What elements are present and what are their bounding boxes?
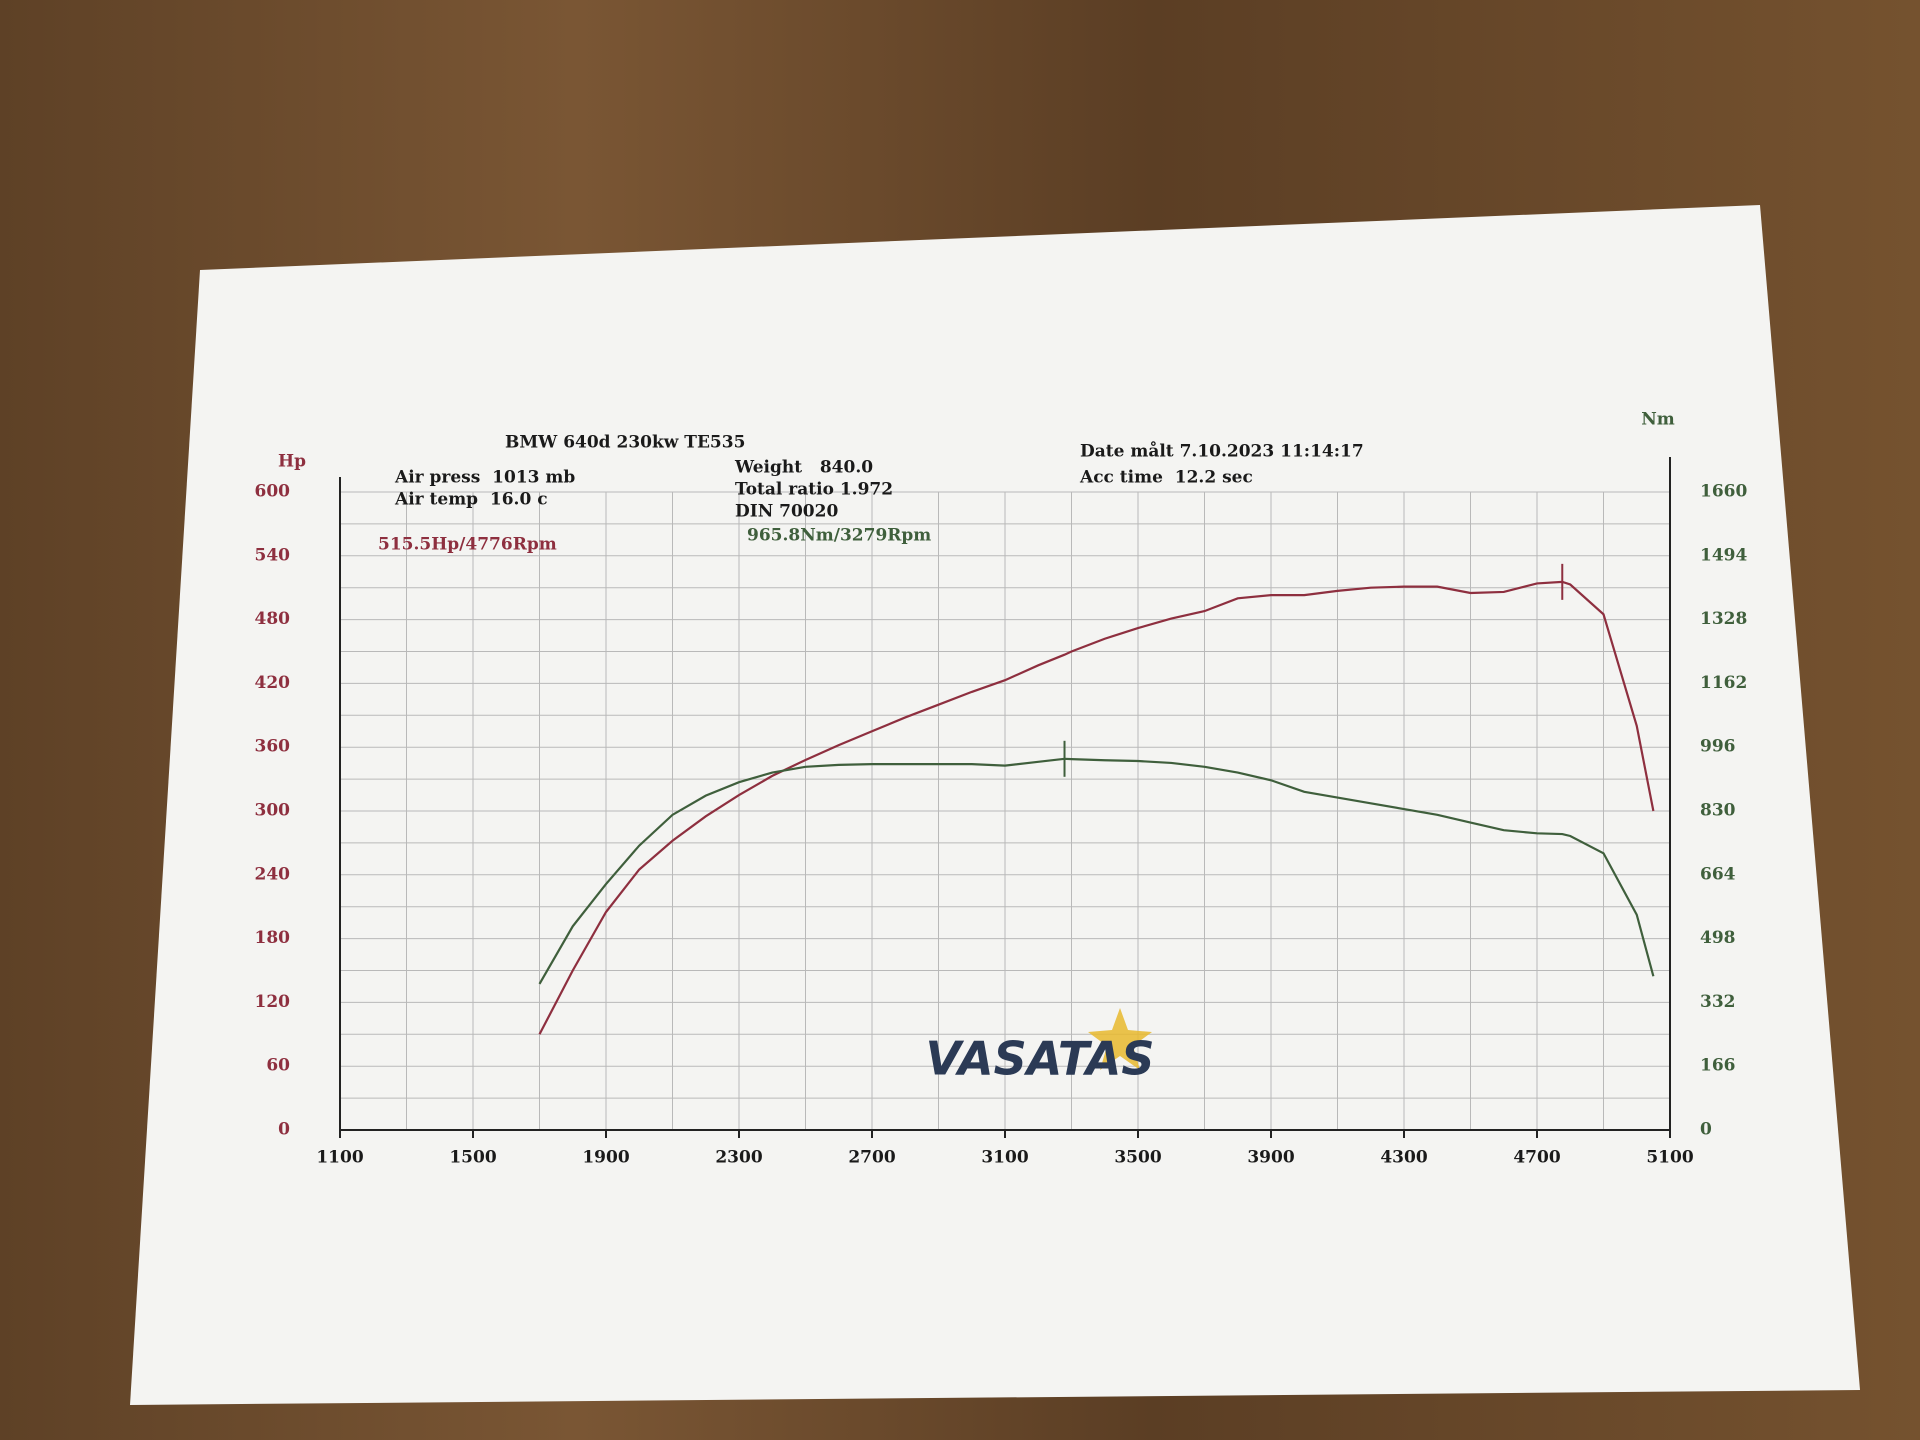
y2-tick-label: 1328 [1700,609,1747,629]
y2-tick-label: 166 [1700,1056,1736,1076]
x-tick-label: 2300 [715,1148,762,1168]
paper [130,205,1860,1405]
info-text: Date målt 7.10.2023 11:14:17 [1080,441,1364,462]
x-tick-label: 3900 [1247,1148,1294,1168]
y2-tick-label: 996 [1700,737,1736,757]
y2-tick-label: 1494 [1700,545,1747,565]
peak-annotation: 515.5Hp/4776Rpm [378,535,557,555]
y-tick-label: 0 [278,1120,290,1140]
x-tick-label: 1900 [582,1148,629,1168]
x-tick-label: 4700 [1513,1148,1560,1168]
x-tick-label: 1500 [449,1148,496,1168]
y2-tick-label: 664 [1700,864,1736,884]
y2-tick-label: 1162 [1700,673,1747,693]
info-text: Air temp 16.0 c [394,490,548,510]
y2-tick-label: 0 [1700,1120,1712,1140]
y-tick-label: 240 [255,864,291,884]
y-tick-label: 180 [255,928,291,948]
y2-tick-label: 498 [1700,928,1736,948]
x-tick-label: 2700 [848,1148,895,1168]
y2-tick-label: 830 [1700,801,1736,821]
peak-annotation: 965.8Nm/3279Rpm [747,526,931,546]
logo: VASATAS [926,1032,1155,1086]
series-line [538,580,1655,1035]
y-tick-label: 300 [255,801,291,821]
info-text: DIN 70020 [735,502,838,522]
x-tick-label: 1100 [316,1148,363,1168]
y2-axis-label: Nm [1641,410,1675,430]
y-tick-label: 480 [255,609,291,629]
info-text: Weight 840.0 [734,458,873,478]
y-axis-label: Hp [278,452,306,472]
info-text: Air press 1013 mb [394,468,575,488]
y-tick-label: 600 [255,482,291,502]
info-text: Total ratio 1.972 [735,480,893,500]
chart-title: BMW 640d 230kw TE535 [505,433,745,453]
y-tick-label: 540 [255,545,291,565]
y-tick-label: 120 [255,992,291,1012]
y-tick-label: 420 [255,673,291,693]
y-tick-label: 360 [255,737,291,757]
x-tick-label: 5100 [1646,1148,1693,1168]
y2-tick-label: 1660 [1700,482,1747,502]
x-tick-label: 3500 [1114,1148,1161,1168]
info-text: Acc time 12.2 sec [1079,468,1253,488]
x-tick-label: 3100 [981,1148,1028,1168]
series-line [538,757,1655,985]
x-tick-label: 4300 [1380,1148,1427,1168]
y2-tick-label: 332 [1700,992,1736,1012]
logo-star [1088,1008,1152,1070]
y-tick-label: 60 [266,1056,290,1076]
